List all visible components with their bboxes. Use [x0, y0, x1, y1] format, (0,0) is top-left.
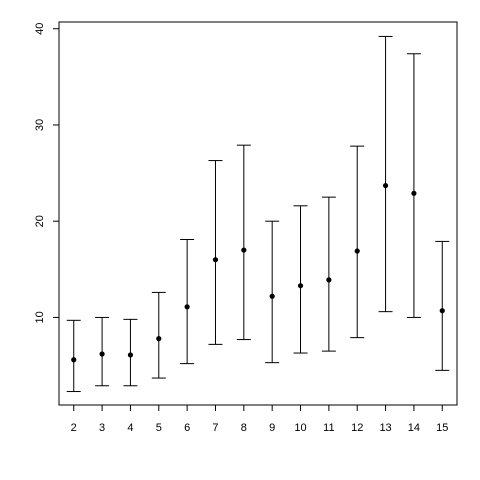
x-tick-label: 12 — [351, 422, 363, 434]
point — [354, 248, 360, 254]
point — [269, 293, 275, 299]
point — [156, 336, 162, 342]
x-tick-label: 8 — [241, 422, 247, 434]
x-tick-label: 11 — [323, 422, 334, 434]
x-tick-label: 14 — [408, 422, 420, 434]
x-tick-label: 6 — [184, 422, 190, 434]
point — [411, 190, 417, 196]
point — [212, 257, 219, 263]
x-tick-label: 7 — [212, 422, 218, 434]
point — [297, 283, 304, 289]
point — [71, 357, 77, 363]
y-tick-label: 40 — [34, 23, 46, 35]
x-tick-label: 4 — [127, 422, 133, 434]
point — [99, 351, 105, 357]
point — [326, 277, 332, 283]
x-tick-label: 2 — [71, 422, 77, 434]
point — [127, 352, 134, 358]
y-tick-label: 10 — [34, 311, 46, 323]
point — [241, 247, 247, 253]
point — [184, 304, 190, 310]
x-tick-label: 13 — [379, 422, 391, 434]
x-tick-label: 9 — [269, 422, 275, 434]
y-tick-label: 30 — [34, 119, 46, 131]
x-tick-label: 10 — [294, 422, 306, 434]
point — [382, 182, 389, 189]
y-tick-label: 20 — [34, 215, 46, 227]
x-tick-label: 15 — [436, 422, 448, 434]
x-tick-label: 5 — [156, 422, 162, 434]
x-tick-label: 3 — [99, 422, 105, 434]
point — [439, 308, 445, 314]
plot-frame — [58, 21, 458, 406]
